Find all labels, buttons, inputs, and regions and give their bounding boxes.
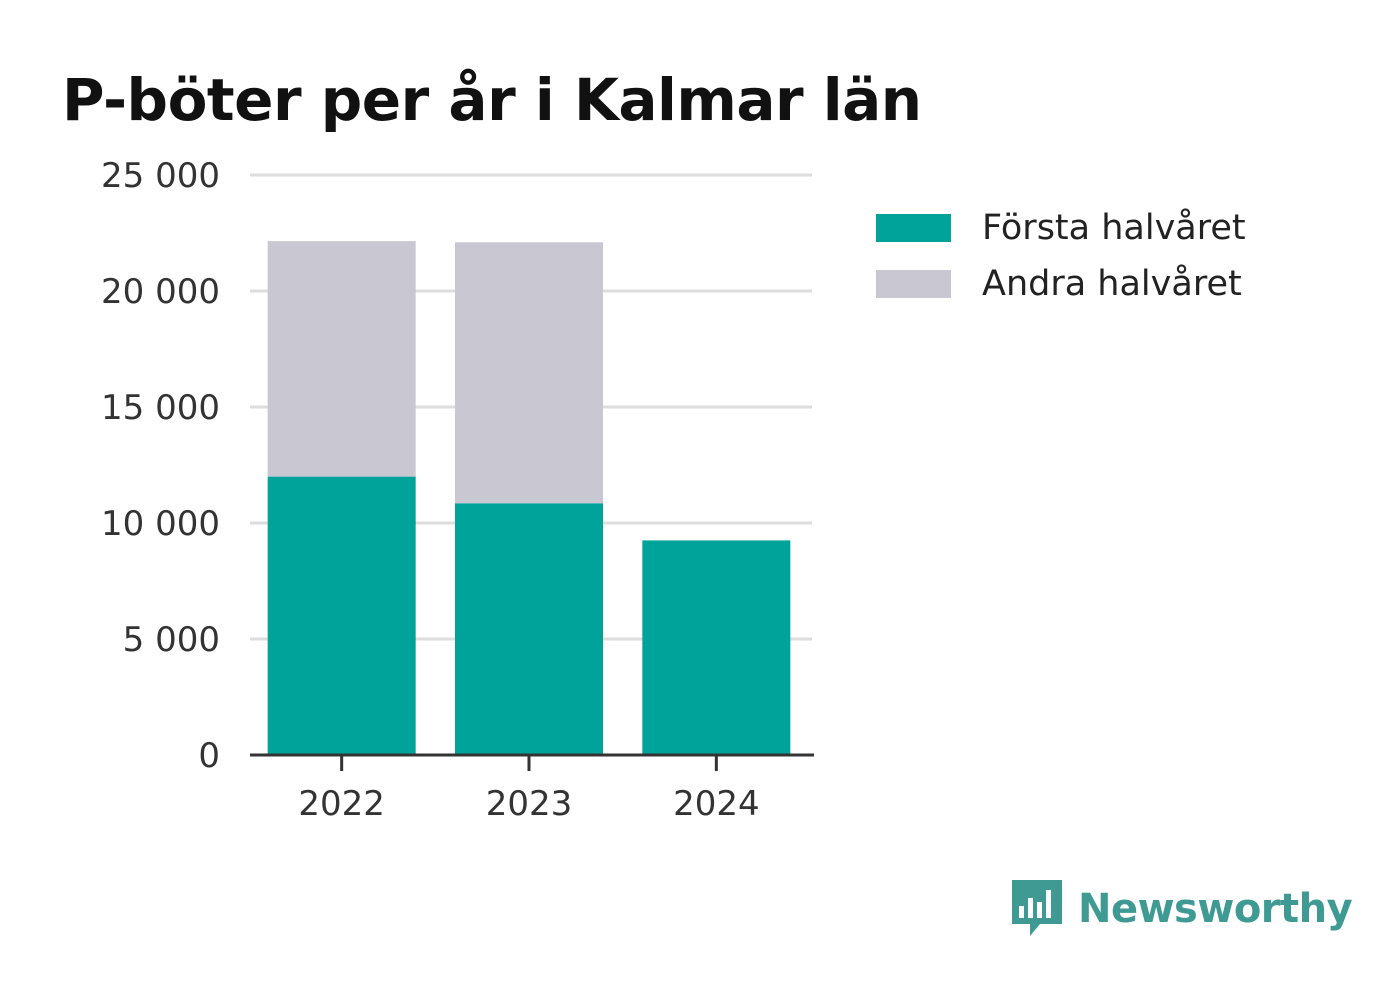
bar-first-half-2024 (642, 540, 791, 755)
bar-second-half-2022 (267, 241, 416, 477)
legend-item-first-half: Första halvåret (876, 200, 1246, 256)
x-tick-label: 2022 (298, 784, 385, 824)
y-tick-label: 15 000 (101, 388, 220, 428)
y-tick-label: 5 000 (123, 620, 220, 660)
legend: Första halvåret Andra halvåret (876, 200, 1246, 312)
y-tick-label: 25 000 (101, 156, 220, 196)
y-tick-label: 10 000 (101, 504, 220, 544)
x-tick-label: 2024 (673, 784, 760, 824)
legend-label-first-half: Första halvåret (982, 208, 1246, 248)
legend-swatch-first-half (876, 214, 951, 242)
legend-swatch-second-half (876, 270, 951, 298)
legend-label-second-half: Andra halvåret (982, 264, 1242, 304)
y-tick-label: 20 000 (101, 272, 220, 312)
bar-second-half-2023 (455, 242, 603, 504)
axes: 0 5 000 10 000 15 000 20 000 25 000 2022 2023 20… (101, 156, 814, 824)
bar-first-half-2022 (267, 476, 416, 755)
legend-item-second-half: Andra halvåret (876, 256, 1246, 312)
brand-logo: Newsworthy (1010, 878, 1353, 940)
chart-title: P-böter per år i Kalmar län (62, 66, 922, 134)
y-tick-label: 0 (198, 736, 220, 776)
brand-name: Newsworthy (1078, 886, 1353, 932)
bar-first-half-2023 (455, 503, 603, 755)
bars (267, 241, 791, 755)
bar-chart-speech-bubble-icon (1012, 880, 1062, 936)
x-tick-label: 2023 (486, 784, 573, 824)
